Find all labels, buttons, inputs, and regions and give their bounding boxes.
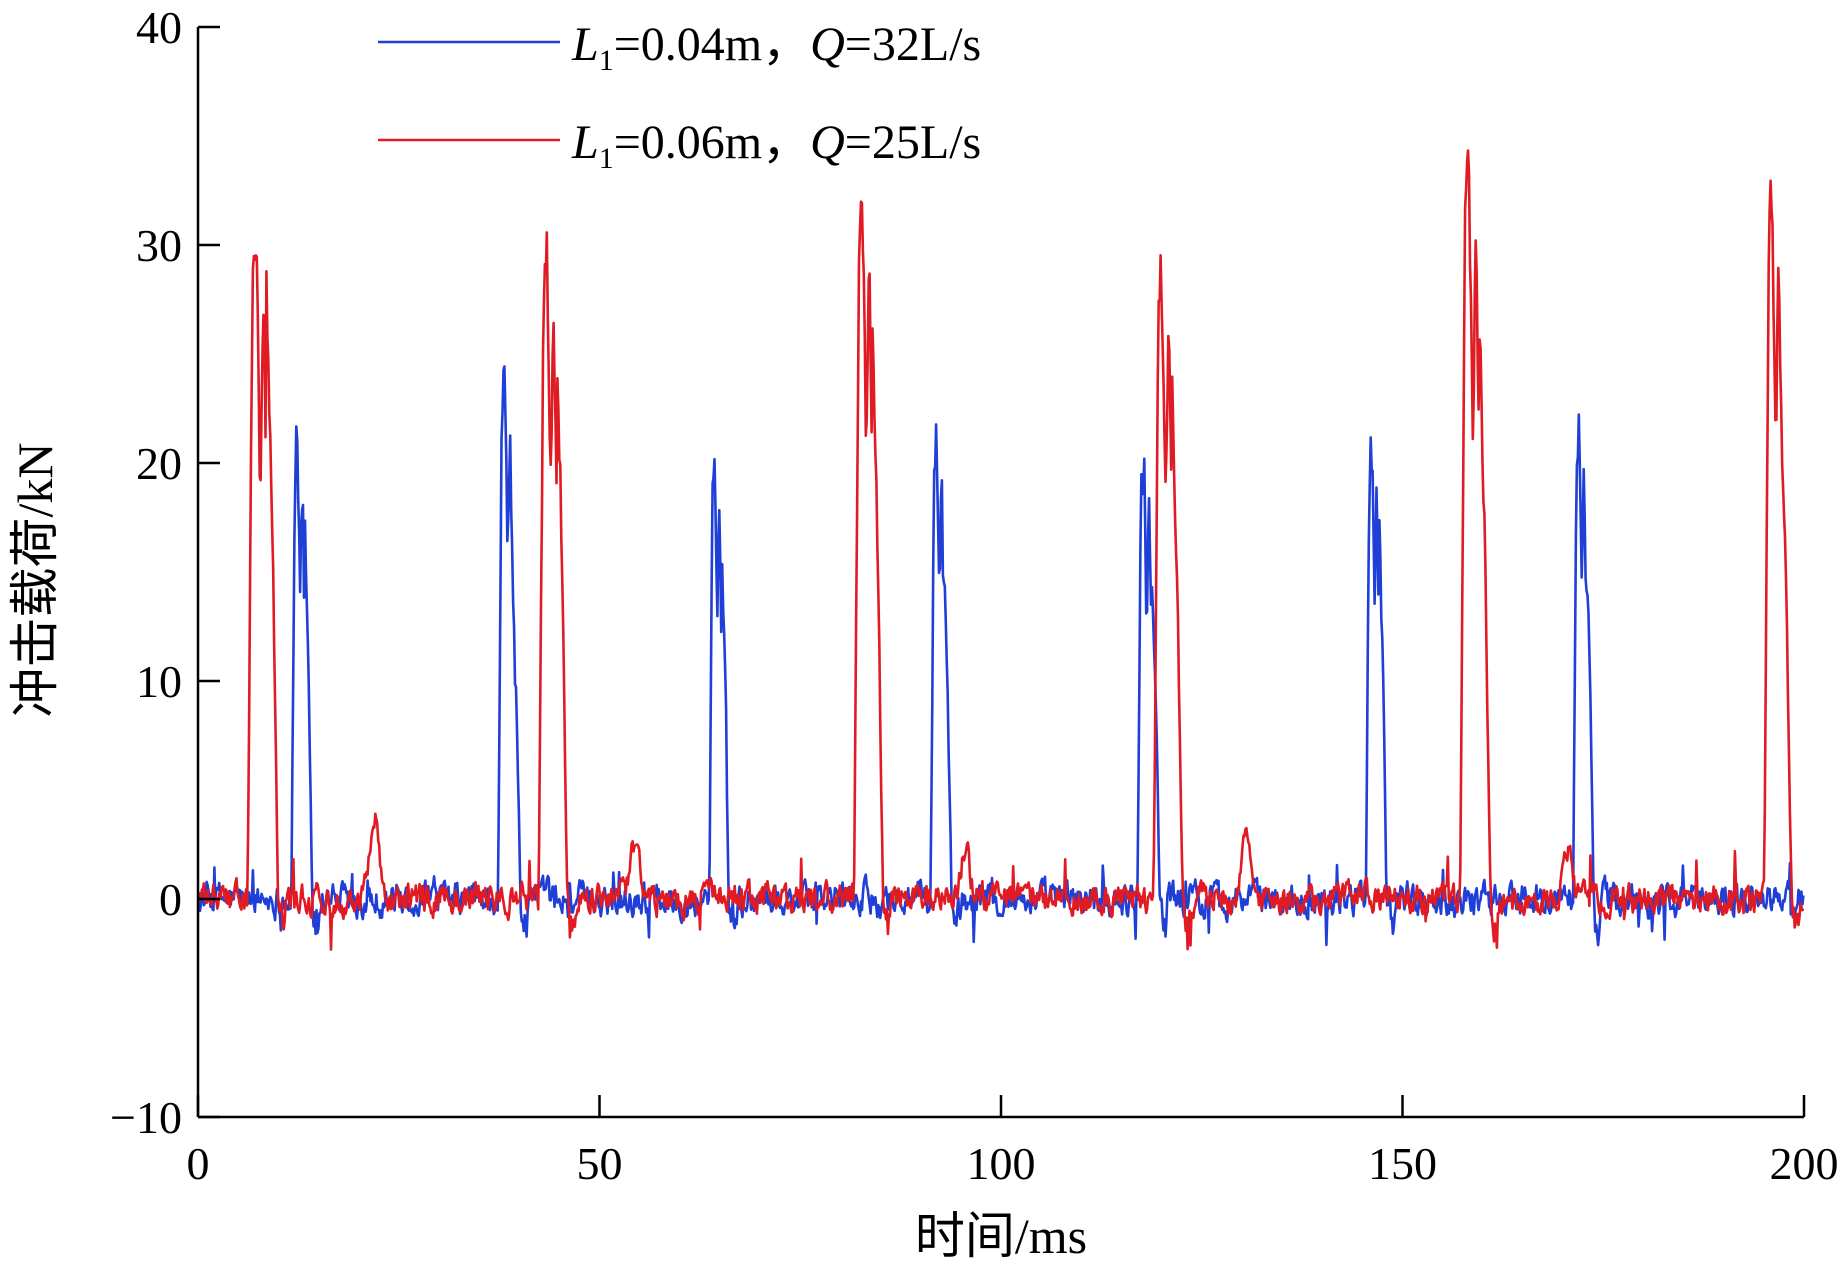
x-tick-label: 0 (187, 1138, 210, 1189)
legend: L1=0.04m，Q=32L/s L1=0.06m，Q=25L/s (378, 18, 981, 175)
legend-value: =0.04m， (614, 18, 810, 71)
x-axis-ticks: 0 50 100 150 200 (187, 1095, 1839, 1189)
x-tick-label: 150 (1368, 1138, 1437, 1189)
series-line-l1-0.06m (196, 149, 1805, 951)
legend-value: =0.06m， (614, 116, 810, 169)
y-tick-label: 20 (136, 438, 182, 489)
legend-subscript: 1 (599, 142, 614, 175)
y-tick-label: 40 (136, 2, 182, 53)
y-axis-title: 冲击载荷/kN (7, 443, 63, 718)
legend-flow: =25L/s (845, 116, 981, 169)
y-tick-label: −10 (110, 1092, 182, 1143)
legend-var-q: Q (810, 18, 845, 71)
legend-subscript: 1 (599, 44, 614, 77)
legend-label-l1-0.04m: L1=0.04m，Q=32L/s (571, 18, 981, 77)
y-tick-label: 10 (136, 656, 182, 707)
plot-area (196, 149, 1805, 951)
x-tick-label: 50 (577, 1138, 623, 1189)
legend-var-q: Q (810, 116, 845, 169)
y-axis-ticks: −10 0 10 20 30 40 (110, 2, 220, 1143)
legend-var-l: L (571, 18, 599, 71)
legend-flow: =32L/s (845, 18, 981, 71)
y-tick-label: 30 (136, 220, 182, 271)
legend-entry-l1-0.04m: L1=0.04m，Q=32L/s (378, 18, 981, 77)
legend-var-l: L (571, 116, 599, 169)
x-tick-label: 100 (967, 1138, 1036, 1189)
legend-entry-l1-0.06m: L1=0.06m，Q=25L/s (378, 116, 981, 175)
x-axis-title: 时间/ms (915, 1208, 1087, 1264)
legend-label-l1-0.06m: L1=0.06m，Q=25L/s (571, 116, 981, 175)
x-tick-label: 200 (1770, 1138, 1839, 1189)
y-tick-label: 0 (159, 874, 182, 925)
